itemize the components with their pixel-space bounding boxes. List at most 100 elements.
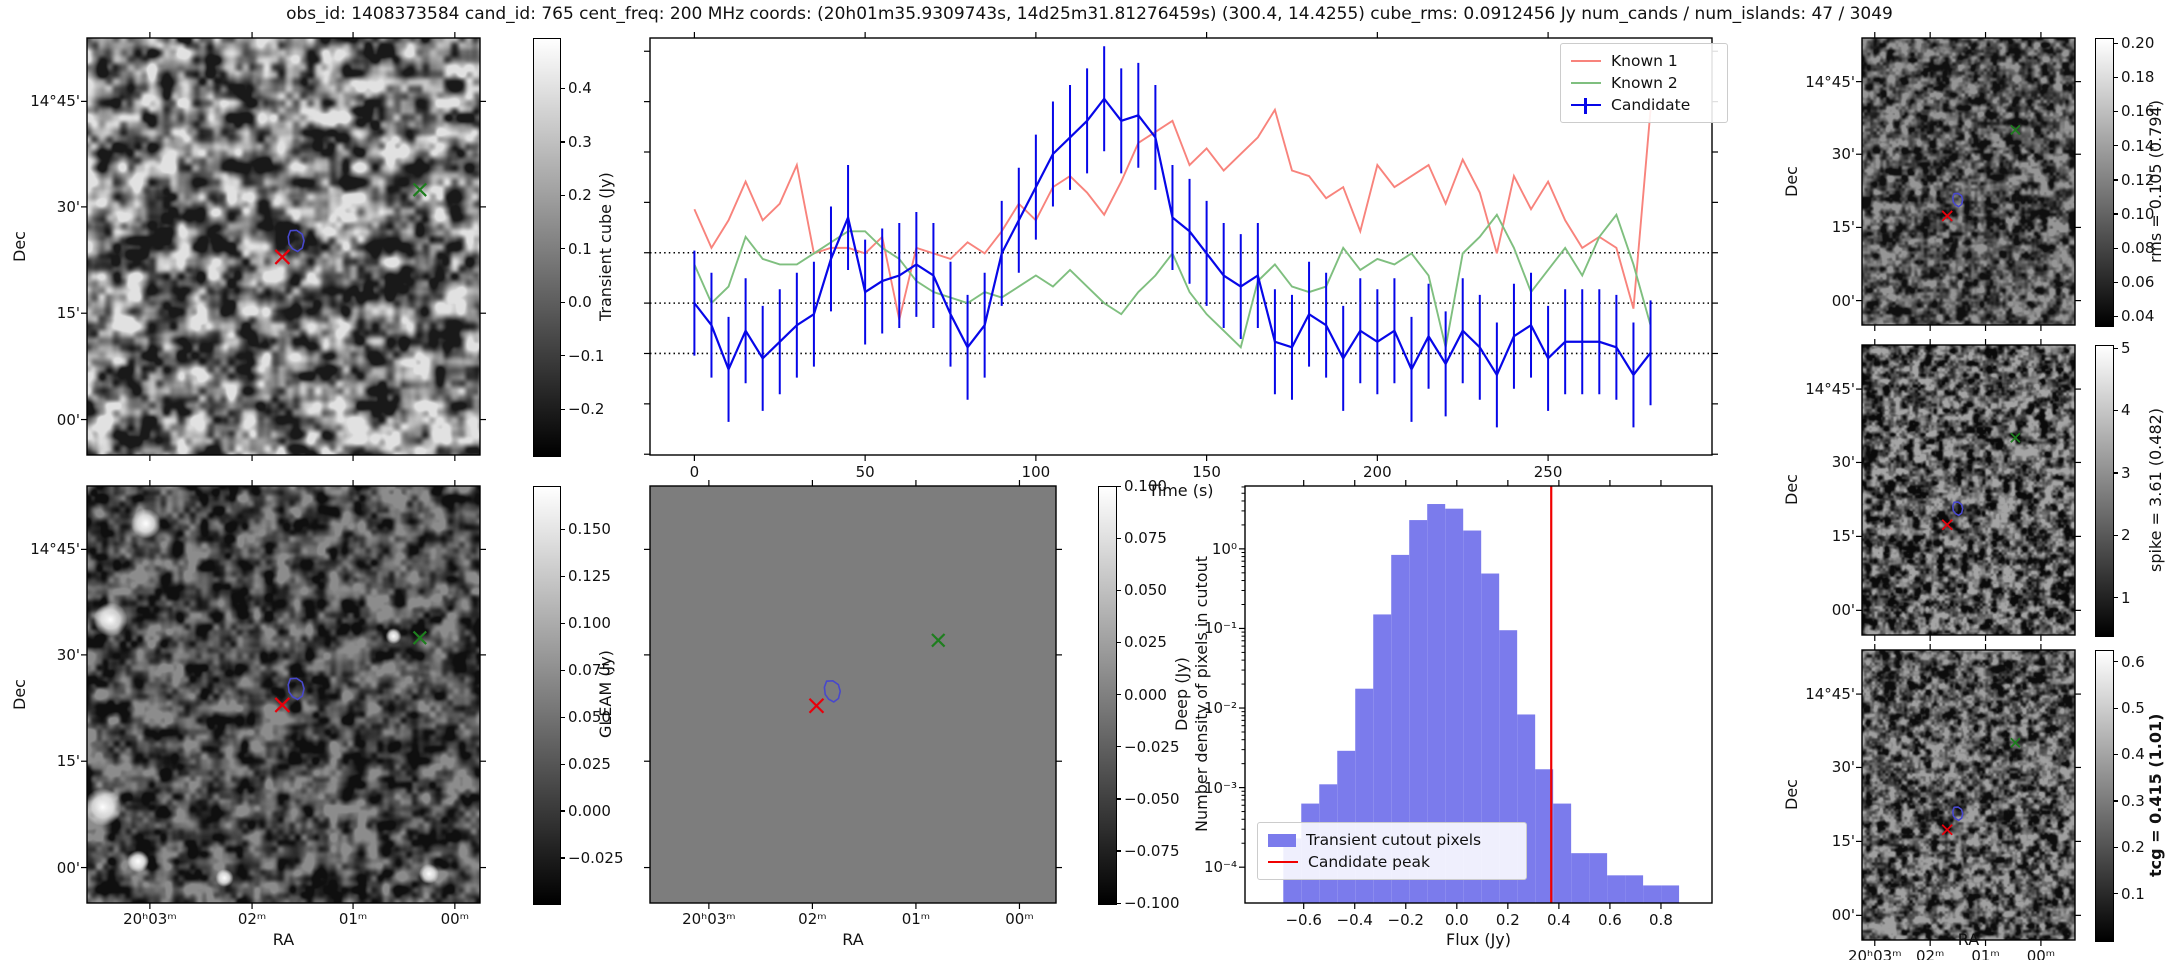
density-tick-label: 10⁻³ [1203,778,1237,797]
known2-line-swatch [1571,82,1601,84]
dec-tick-label: 00' [56,410,80,429]
gleam-colorbar-tick-label: 0.025 [568,755,611,773]
rms-colorbar-tick-label: 0.04 [2121,307,2155,326]
transient-colorbar-tick-label: −0.2 [568,400,605,419]
rms-colorbar-tick-label: 0.16 [2121,102,2155,121]
rms-image [1862,38,2075,325]
dec-tick-label: 15' [56,752,80,771]
rms-colorbar-tick-label: 0.18 [2121,68,2155,87]
tcg-colorbar [2095,650,2114,942]
transient-image [87,38,480,455]
legend-label: Candidate [1611,96,1691,114]
transient-colorbar-tick-label: 0.2 [568,186,592,205]
known-source-green-x-marker [2010,432,2021,443]
lightcurve-legend: Known 1 Known 2 Candidate [1560,43,1728,123]
legend-label: Known 2 [1611,74,1678,92]
flux-tick-label: 0.4 [1546,911,1571,929]
rms-colorbar-tick-label: 0.20 [2121,34,2155,53]
flux-tick-label: −0.4 [1336,911,1373,929]
spike-colorbar [2095,345,2114,637]
time-tick-label: 100 [1021,463,1051,481]
known-source-green-x-marker [412,630,427,645]
tcg-colorbar-tick-label: 0.4 [2121,745,2145,764]
known-source-green-x-marker [2010,124,2021,135]
candidate-red-x-marker [1941,824,1953,836]
legend-item-known2: Known 2 [1571,72,1717,94]
histogram-bar [1463,530,1482,903]
time-tick-label: 200 [1363,463,1392,481]
ra-axis-label: RA [1957,930,1980,949]
deep-colorbar-tick-label: 0.100 [1124,477,1167,495]
legend-label: Known 1 [1611,52,1678,70]
legend-item-candidate: Candidate [1571,94,1717,116]
legend-label: Transient cutout pixels [1306,831,1482,849]
ra-tick-label: 01ᵐ [1971,947,2000,960]
tcg-colorbar-tick-label: 0.1 [2121,884,2145,903]
deep-colorbar [1098,486,1117,905]
known-source-green-x-marker [931,633,946,648]
histogram-legend: Transient cutout pixels Candidate peak [1257,822,1527,880]
flux-tick-label: 0.2 [1495,911,1520,929]
histogram-bar [1481,573,1500,903]
gleam-colorbar-tick-label: 0.000 [568,801,611,820]
ra-axis-label: RA [842,930,864,949]
flux-tick-label: −0.6 [1285,911,1322,929]
ra-tick-label: 00ᵐ [2026,947,2056,960]
histogram-bar [1643,885,1662,903]
candidate-red-x-marker [274,249,291,265]
flux-tick-label: −0.2 [1387,911,1424,929]
legend-label: Candidate peak [1308,853,1431,871]
dec-tick-label: 15' [1831,527,1855,546]
rms-colorbar [2095,38,2114,327]
legend-item-candidate-peak: Candidate peak [1268,851,1516,873]
flux-tick-label: 0.6 [1597,911,1622,929]
candidate-red-x-marker [808,697,825,714]
rms-colorbar-tick-label: 0.06 [2121,273,2155,292]
ra-tick-label: 02ᵐ [237,910,267,928]
rms-colorbar-tick-label: 0.12 [2121,170,2155,189]
ra-tick-label: 02ᵐ [798,910,827,928]
ra-tick-label: 20ʰ03ᵐ [123,910,177,928]
ra-tick-label: 20ʰ03ᵐ [1847,947,1902,960]
tcg-image [1862,650,2075,940]
tcg-colorbar-tick-label: 0.5 [2121,699,2145,717]
histogram-bar [1427,504,1446,903]
spike-cutout-panel [1856,339,2081,641]
dec-tick-label: 00' [1831,906,1855,925]
dec-tick-label: 30' [1831,758,1855,777]
spike-colorbar-tick-label: 3 [2121,463,2131,482]
transient-colorbar-tick-label: 0.0 [568,293,592,312]
histogram-bar [1409,520,1428,903]
time-tick-label: 50 [855,463,875,481]
histogram-bar [1571,853,1590,903]
flux-axis-label: Flux (Jy) [1445,930,1511,949]
spike-colorbar-tick-label: 5 [2121,339,2131,358]
tcg-overlay [1856,644,2081,946]
known-source-green-x-marker [412,182,427,197]
deep-image [650,486,1056,903]
ra-axis-label: RA [272,930,295,949]
gleam-colorbar-tick-label: 0.125 [568,567,611,586]
legend-item-known1: Known 1 [1571,50,1717,72]
transient-colorbar-tick-label: −0.1 [568,346,605,365]
histogram-bar [1391,554,1410,903]
density-tick-label: 10⁻² [1203,699,1237,718]
dec-tick-label: 14°45' [30,92,80,111]
dec-tick-label: 00' [1831,601,1855,620]
gleam-overlay [81,480,486,909]
legend-item-cutout-pixels: Transient cutout pixels [1268,829,1516,851]
histogram-bar [1625,875,1644,903]
dec-tick-label: 14°45' [1805,72,1855,91]
histogram-bar [1535,769,1554,903]
island-contour [1951,192,1964,208]
dec-tick-label: 30' [1831,453,1855,472]
transient-colorbar-tick-label: 0.4 [568,79,592,98]
dec-tick-label: 15' [56,304,80,323]
dec-tick-label: 14°45' [1805,380,1855,399]
dec-tick-label: 15' [1831,832,1855,851]
candidate-peak-line-swatch [1268,861,1298,863]
spike-colorbar-tick-label: 4 [2121,401,2131,420]
gleam-colorbar-tick-label: 0.150 [568,520,611,539]
island-contour [823,679,842,703]
series-candidate [693,96,1652,378]
